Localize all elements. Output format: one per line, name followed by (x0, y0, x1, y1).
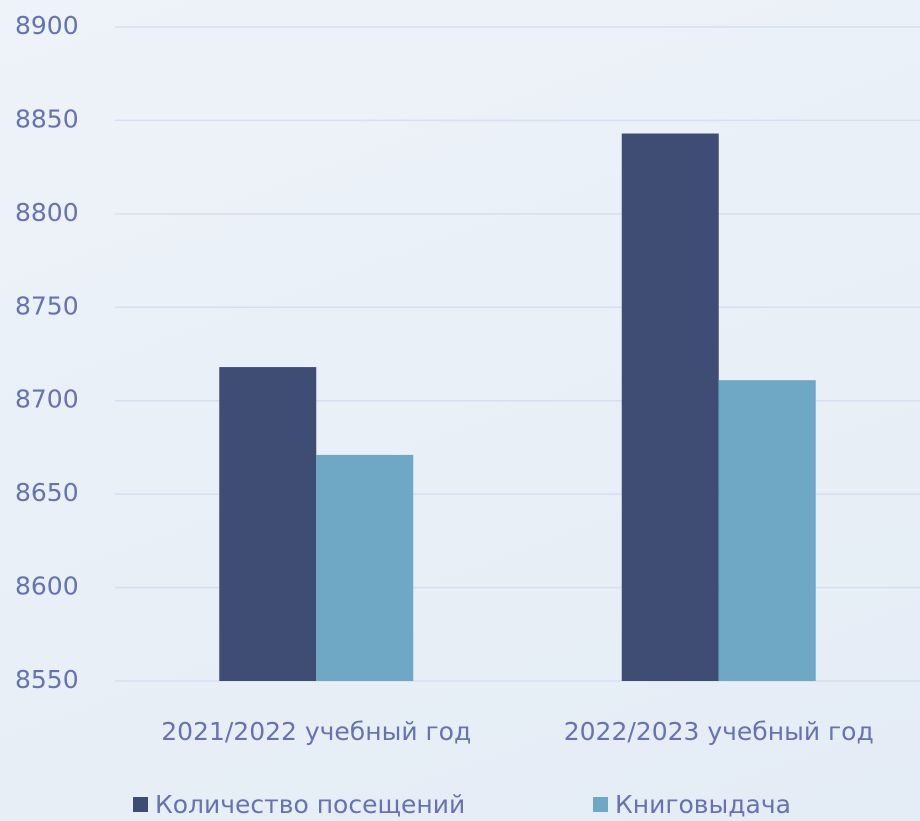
x-tick-label: 2022/2023 учебный год (564, 717, 874, 746)
y-tick-label: 8650 (15, 478, 79, 507)
y-tick-label: 8750 (15, 291, 79, 320)
bar (621, 133, 719, 682)
x-tick-label: 2021/2022 учебный год (161, 717, 471, 746)
bar (316, 454, 414, 681)
y-tick-label: 8600 (15, 572, 79, 601)
legend-swatch (593, 797, 608, 812)
y-tick-label: 8700 (15, 385, 79, 414)
y-tick-label: 8900 (15, 11, 79, 40)
bar (219, 367, 317, 681)
legend-label: Книговыдача (615, 790, 791, 819)
bar (718, 380, 816, 681)
y-tick-label: 8550 (15, 665, 79, 694)
legend-swatch (133, 797, 148, 812)
legend-label: Количество посещений (155, 790, 465, 819)
y-tick-label: 8800 (15, 198, 79, 227)
y-tick-label: 8850 (15, 104, 79, 133)
